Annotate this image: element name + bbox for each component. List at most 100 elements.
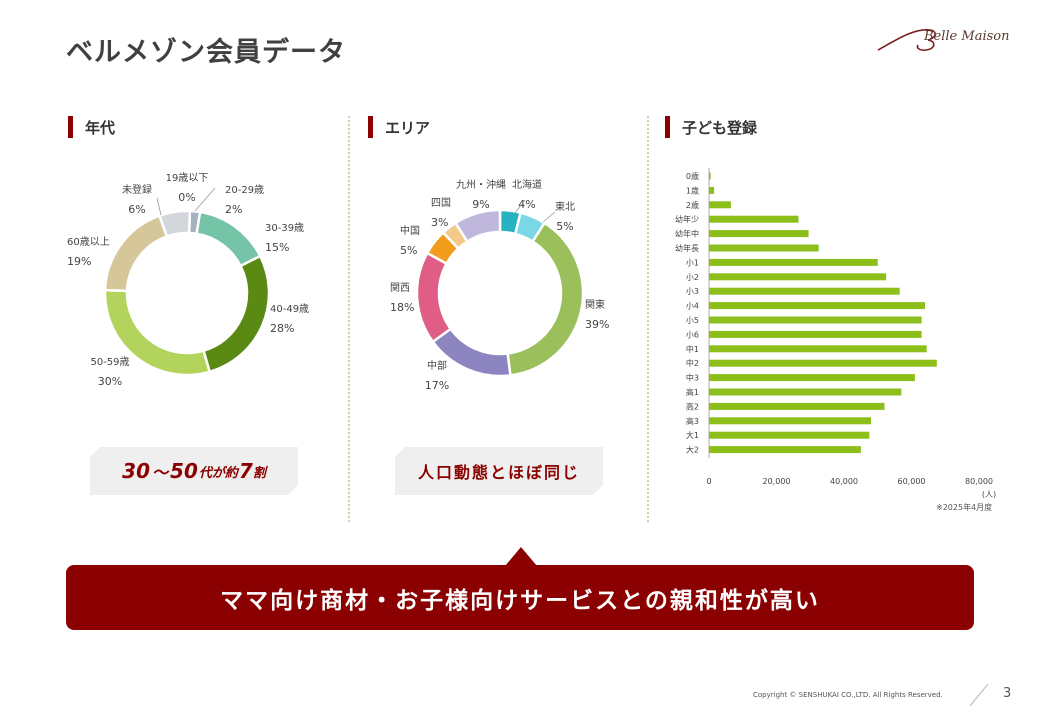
age-category-label: 40-49歳 bbox=[270, 303, 309, 315]
area-category-label: 関東 bbox=[585, 298, 605, 311]
age-category-label: 20-29歳 bbox=[225, 184, 264, 196]
section-marker bbox=[665, 116, 670, 138]
bar bbox=[709, 431, 870, 439]
bar bbox=[709, 359, 937, 367]
x-tick-label: 60,000 bbox=[898, 477, 926, 486]
bar-category-label: 小1 bbox=[686, 258, 699, 267]
area-percent-label: 9% bbox=[472, 198, 489, 211]
age-note-num1: 30 bbox=[122, 459, 151, 483]
footer-slash-divider bbox=[969, 683, 989, 707]
area-category-label: 東北 bbox=[555, 200, 575, 213]
bar-category-label: 幼年長 bbox=[675, 243, 699, 253]
bar-category-label: 小2 bbox=[686, 273, 699, 282]
x-tick-label: 0 bbox=[706, 477, 711, 486]
bar bbox=[709, 215, 799, 223]
age-category-label: 30-39歳 bbox=[265, 222, 304, 234]
area-slice bbox=[506, 221, 585, 377]
bar-category-label: 幼年少 bbox=[675, 214, 699, 224]
bar-category-label: 小4 bbox=[686, 302, 699, 311]
banner-text: ママ向け商材・お子様向けサービスとの親和性が高い bbox=[220, 587, 820, 614]
age-percent-label: 0% bbox=[178, 191, 195, 204]
bar bbox=[709, 230, 809, 238]
x-tick-label: 20,000 bbox=[763, 477, 791, 486]
page-number: 3 bbox=[1003, 686, 1012, 701]
age-percent-label: 6% bbox=[128, 203, 145, 216]
age-note-num2: 50 bbox=[170, 459, 198, 483]
age-category-label: 60歳以上 bbox=[67, 236, 110, 248]
age-percent-label: 28% bbox=[270, 322, 294, 335]
bar bbox=[709, 345, 927, 353]
copyright-text: Copyright © SENSHUKAI CO.,LTD. All Right… bbox=[753, 691, 943, 699]
area-category-label: 北海道 bbox=[512, 178, 542, 191]
area-slice bbox=[453, 208, 502, 244]
column-divider bbox=[647, 116, 649, 522]
area-percent-label: 4% bbox=[518, 198, 535, 211]
area-category-label: 中国 bbox=[400, 224, 420, 237]
bar-category-label: 大2 bbox=[686, 445, 699, 455]
age-slice bbox=[157, 209, 192, 239]
bar-category-label: 中2 bbox=[686, 358, 699, 368]
area-percent-label: 5% bbox=[556, 220, 573, 233]
area-slice bbox=[415, 251, 453, 344]
age-percent-label: 2% bbox=[225, 203, 242, 216]
bar-category-label: 1歳 bbox=[686, 185, 699, 195]
bar-category-label: 高1 bbox=[686, 387, 699, 397]
bar bbox=[709, 446, 861, 454]
area-category-label: 九州・沖縄 bbox=[456, 178, 506, 191]
area-category-label: 関西 bbox=[390, 282, 410, 294]
x-axis-unit: (人) bbox=[982, 490, 996, 499]
area-category-label: 四国 bbox=[431, 197, 451, 209]
area-note-text: 人口動態とほぼ同じ bbox=[417, 463, 580, 482]
age-donut-chart: 19歳以下 0% 20-29歳 2% 30-39歳 15% 40-49歳 28% 50-59歳 3… bbox=[67, 172, 309, 388]
age-slice bbox=[103, 214, 169, 293]
section-label-children: 子ども登録 bbox=[682, 118, 758, 137]
age-percent-label: 15% bbox=[265, 241, 289, 254]
age-note-mid: 代が約 bbox=[198, 465, 238, 481]
bar-category-label: 小6 bbox=[686, 330, 699, 339]
brand-logo: Belle Maison bbox=[924, 29, 1010, 44]
age-category-label: 未登録 bbox=[122, 183, 152, 196]
bar-category-label: 高2 bbox=[686, 401, 699, 411]
age-category-label: 50-59歳 bbox=[90, 356, 129, 368]
bar-category-label: 0歳 bbox=[686, 171, 699, 181]
bar bbox=[709, 388, 902, 396]
section-header-children: 子ども登録 bbox=[665, 116, 757, 138]
bar bbox=[709, 172, 711, 180]
bar bbox=[709, 330, 922, 338]
bar-category-label: 高3 bbox=[686, 416, 699, 426]
section-marker bbox=[368, 116, 373, 138]
column-divider bbox=[348, 116, 350, 522]
bar-category-label: 中1 bbox=[686, 344, 699, 354]
section-header-age: 年代 bbox=[68, 116, 115, 138]
bar bbox=[709, 302, 925, 310]
banner-arrow bbox=[505, 547, 537, 566]
age-note-num3: 7 bbox=[238, 459, 253, 483]
brand-logo-mark bbox=[877, 29, 936, 51]
area-percent-label: 18% bbox=[390, 301, 414, 314]
bar bbox=[709, 273, 887, 281]
bar-category-label: 2歳 bbox=[686, 200, 699, 210]
area-summary-box: 人口動態とほぼ同じ bbox=[395, 447, 603, 495]
age-slice bbox=[201, 254, 271, 374]
age-percent-label: 19% bbox=[67, 255, 91, 268]
bar-category-label: 小3 bbox=[686, 287, 699, 296]
area-category-label: 中部 bbox=[427, 359, 447, 372]
conclusion-banner: ママ向け商材・お子様向けサービスとの親和性が高い bbox=[66, 565, 974, 630]
age-category-label: 19歳以下 bbox=[166, 172, 209, 184]
bar-category-label: 大1 bbox=[686, 430, 699, 440]
bar-category-label: 小5 bbox=[686, 316, 699, 325]
area-donut-chart: 北海道 4% 東北 5% 関東 39% 中部 17% 関西 18% 中国 5% 四国 3% 九州・沖縄 9% bbox=[390, 178, 609, 392]
area-percent-label: 5% bbox=[400, 244, 417, 257]
section-header-area: エリア bbox=[368, 116, 430, 138]
bar bbox=[709, 244, 819, 252]
x-tick-label: 40,000 bbox=[830, 477, 858, 486]
age-summary-box: 30 ～ 50 代が約 7 割 bbox=[90, 447, 298, 495]
year-note: ※2025年4月度 bbox=[936, 503, 993, 512]
age-note-tilde: ～ bbox=[152, 463, 169, 482]
section-marker bbox=[68, 116, 73, 138]
bar-category-label: 幼年中 bbox=[675, 229, 699, 239]
bar bbox=[709, 417, 871, 425]
bar bbox=[709, 402, 885, 410]
area-percent-label: 3% bbox=[431, 216, 448, 229]
age-percent-label: 30% bbox=[98, 375, 122, 388]
